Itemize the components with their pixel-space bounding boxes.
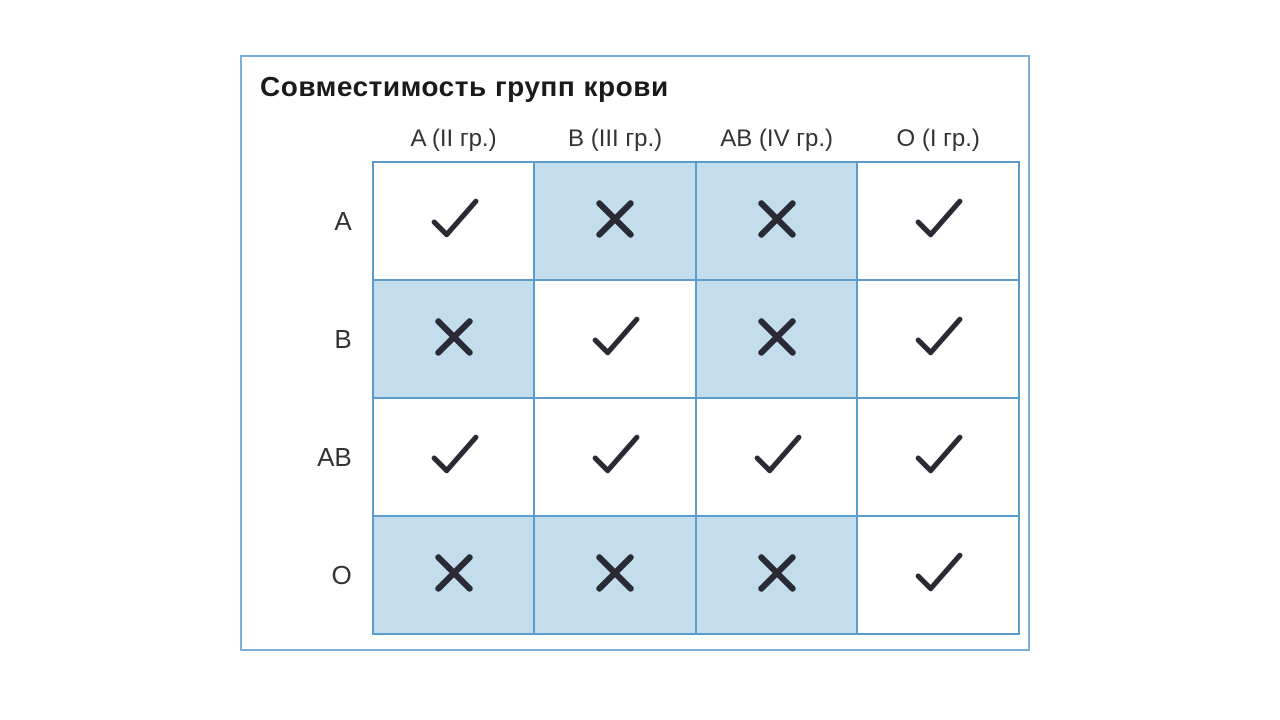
cross-icon — [751, 547, 803, 599]
check-icon — [428, 193, 480, 245]
cross-icon — [751, 311, 803, 363]
row-header: A — [262, 162, 373, 280]
col-header: B (III гр.) — [534, 117, 696, 162]
table-cell — [534, 162, 696, 280]
table-row: AB — [262, 398, 1019, 516]
cross-icon — [751, 193, 803, 245]
table-cell — [534, 516, 696, 634]
table-body: ABABO — [262, 162, 1019, 634]
table-title: Совместимость групп крови — [250, 71, 1020, 103]
cross-icon — [589, 193, 641, 245]
check-icon — [912, 429, 964, 481]
table-cell — [696, 162, 858, 280]
check-icon — [912, 547, 964, 599]
table-cell — [857, 398, 1019, 516]
table-cell — [534, 398, 696, 516]
table-row: B — [262, 280, 1019, 398]
col-header: AB (IV гр.) — [696, 117, 858, 162]
table-row: O — [262, 516, 1019, 634]
compatibility-table-panel: Совместимость групп крови A (II гр.) B (… — [240, 55, 1030, 651]
table-cell — [696, 516, 858, 634]
check-icon — [751, 429, 803, 481]
cross-icon — [428, 311, 480, 363]
check-icon — [589, 311, 641, 363]
table-cell — [534, 280, 696, 398]
corner-empty — [262, 117, 373, 162]
check-icon — [912, 311, 964, 363]
col-header: O (I гр.) — [857, 117, 1019, 162]
table-cell — [373, 162, 535, 280]
check-icon — [589, 429, 641, 481]
table-cell — [373, 398, 535, 516]
table-cell — [857, 516, 1019, 634]
table-cell — [857, 162, 1019, 280]
table-cell — [373, 516, 535, 634]
table-cell — [696, 398, 858, 516]
row-header: AB — [262, 398, 373, 516]
cross-icon — [589, 547, 641, 599]
compatibility-table: A (II гр.) B (III гр.) AB (IV гр.) O (I … — [262, 117, 1020, 635]
cross-icon — [428, 547, 480, 599]
table-cell — [857, 280, 1019, 398]
check-icon — [912, 193, 964, 245]
row-header: O — [262, 516, 373, 634]
row-header: B — [262, 280, 373, 398]
table-cell — [373, 280, 535, 398]
check-icon — [428, 429, 480, 481]
col-header: A (II гр.) — [373, 117, 535, 162]
table-cell — [696, 280, 858, 398]
table-row: A — [262, 162, 1019, 280]
